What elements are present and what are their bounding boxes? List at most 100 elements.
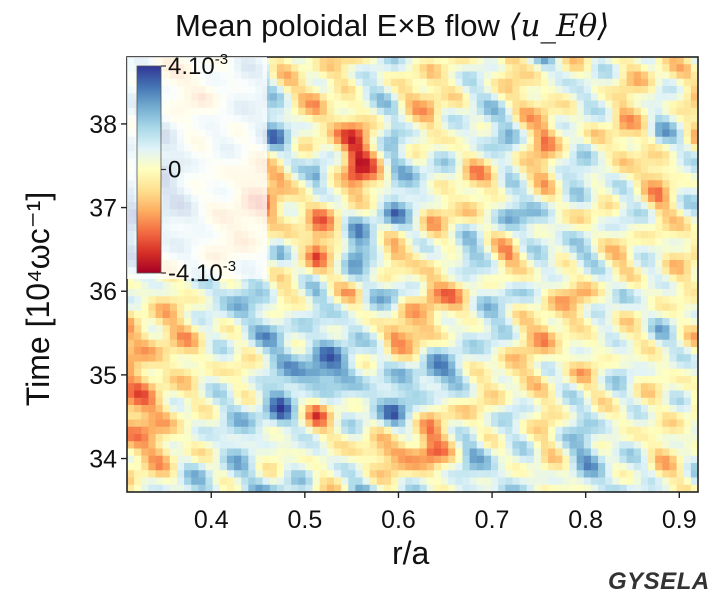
heatmap-cell [369, 267, 378, 276]
heatmap-cell [669, 419, 678, 428]
heatmap-cell [433, 318, 442, 326]
heatmap-cell [383, 194, 392, 203]
heatmap-cell [262, 412, 271, 421]
heatmap-cell [412, 325, 421, 334]
heatmap-cell [298, 238, 307, 247]
heatmap-cell [305, 187, 314, 196]
heatmap-cell [127, 441, 135, 450]
heatmap-cell [576, 289, 585, 297]
heatmap-cell [512, 426, 521, 435]
heatmap-cell [569, 71, 578, 80]
heatmap-cell [626, 477, 635, 486]
heatmap-cell [405, 470, 414, 479]
heatmap-cell [376, 122, 385, 131]
heatmap-cell [405, 57, 414, 65]
heatmap-cell [669, 412, 678, 421]
heatmap-cell [312, 57, 321, 65]
heatmap-cell [141, 405, 150, 413]
heatmap-cell [598, 122, 606, 131]
heatmap-cell [312, 267, 321, 276]
heatmap-cell [540, 209, 549, 218]
heatmap-cell [169, 419, 178, 428]
heatmap-cell [391, 281, 399, 290]
heatmap-cell [548, 303, 556, 312]
heatmap-cell [298, 281, 307, 290]
heatmap-cell [148, 412, 157, 421]
heatmap-cell [391, 231, 399, 239]
heatmap-cell [405, 368, 414, 377]
heatmap-cell [184, 310, 192, 319]
heatmap-cell [276, 383, 285, 392]
heatmap-cell [683, 347, 692, 355]
heatmap-cell [505, 122, 514, 131]
heatmap-cell [312, 412, 321, 421]
heatmap-cell [462, 426, 471, 435]
heatmap-cell [655, 361, 663, 370]
heatmap-cell [269, 405, 278, 413]
heatmap-cell [433, 187, 442, 196]
heatmap-cell [640, 441, 649, 450]
heatmap-cell [198, 310, 207, 319]
heatmap-cell [583, 71, 592, 80]
heatmap-cell [412, 383, 421, 392]
heatmap-cell [326, 368, 335, 377]
heatmap-cell [376, 325, 385, 334]
heatmap-cell [433, 296, 442, 305]
heatmap-cell [598, 303, 606, 312]
heatmap-cell [355, 390, 364, 399]
heatmap-cell [355, 289, 364, 297]
heatmap-cell [219, 347, 228, 355]
heatmap-cell [555, 100, 563, 109]
heatmap-cell [476, 86, 485, 94]
heatmap-cell [405, 209, 414, 218]
heatmap-cell [319, 477, 328, 486]
heatmap-cell [205, 310, 214, 319]
heatmap-cell [676, 339, 685, 348]
heatmap-cell [569, 332, 578, 341]
heatmap-cell [291, 173, 299, 181]
heatmap-cell [376, 289, 385, 297]
heatmap-cell [319, 129, 328, 138]
heatmap-cell [605, 434, 613, 442]
heatmap-cell [655, 347, 663, 355]
heatmap-cell [476, 419, 485, 428]
heatmap-cell [226, 463, 235, 471]
heatmap-cell [212, 463, 221, 471]
heatmap-cell [533, 376, 542, 384]
heatmap-cell [441, 86, 449, 94]
heatmap-cell [226, 289, 235, 297]
heatmap-cell [655, 397, 663, 406]
heatmap-cell [355, 419, 364, 428]
heatmap-cell [505, 296, 514, 305]
heatmap-cell [676, 136, 685, 145]
heatmap-cell [355, 397, 364, 406]
heatmap-cell [576, 180, 585, 189]
heatmap-cell [362, 281, 371, 290]
heatmap-cell [590, 310, 599, 319]
heatmap-cell [326, 274, 335, 283]
heatmap-cell [462, 310, 471, 319]
heatmap-cell [519, 64, 528, 73]
heatmap-cell [405, 397, 414, 406]
heatmap-cell [633, 78, 642, 87]
heatmap-cell [491, 303, 499, 312]
heatmap-cell [505, 202, 514, 210]
heatmap-cell [683, 223, 692, 232]
heatmap-cell [605, 303, 613, 312]
heatmap-cell [455, 376, 464, 384]
heatmap-cell [305, 281, 314, 290]
heatmap-cell [419, 202, 428, 210]
heatmap-cell [262, 318, 271, 326]
heatmap-cell [398, 441, 406, 450]
heatmap-cell [319, 303, 328, 312]
heatmap-cell [219, 477, 228, 486]
heatmap-cell [526, 281, 535, 290]
heatmap-cell [162, 412, 171, 421]
heatmap-cell [169, 318, 178, 326]
heatmap-cell [512, 405, 521, 413]
heatmap-cell [590, 194, 599, 203]
heatmap-cell [376, 180, 385, 189]
heatmap-cell [241, 426, 249, 435]
heatmap-cell [619, 376, 628, 384]
heatmap-cell [683, 405, 692, 413]
